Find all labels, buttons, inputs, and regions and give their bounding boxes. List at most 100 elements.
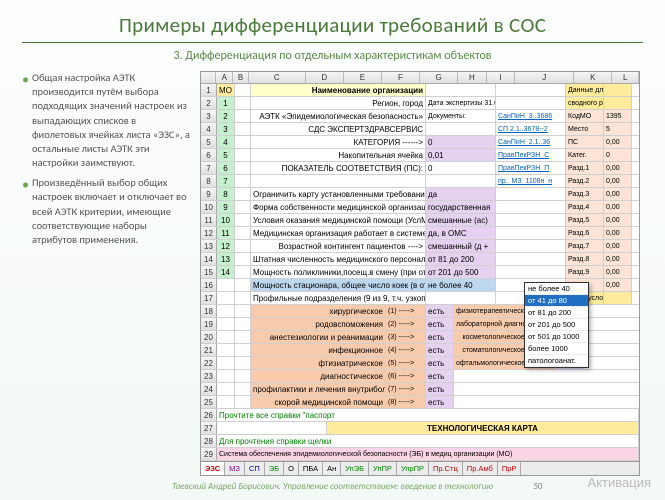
cell[interactable]: [604, 97, 632, 109]
row-header[interactable]: 5: [201, 136, 217, 148]
cell[interactable]: родовспоможения: [251, 318, 386, 330]
cell[interactable]: государственная: [426, 201, 496, 213]
col-header[interactable]: B: [233, 72, 248, 83]
col-header[interactable]: C: [249, 72, 306, 83]
cell[interactable]: да, в ОМС: [426, 227, 496, 239]
row-header[interactable]: 19: [201, 318, 217, 330]
cell[interactable]: АЭТК «Эпидемиологическая безопасность»: [251, 110, 426, 122]
row-header[interactable]: 27: [201, 422, 217, 434]
cell[interactable]: Катег.: [566, 149, 604, 161]
dropdown-list[interactable]: не более 40от 41 до 80от 81 до 200от 201…: [524, 282, 589, 368]
cell[interactable]: Мощность поликлиники,посещ.в смену (при …: [251, 266, 426, 278]
cell[interactable]: [235, 253, 251, 265]
cell[interactable]: Медицинская организация работает в систе…: [251, 227, 426, 239]
cell[interactable]: 13: [217, 253, 235, 265]
dropdown-option[interactable]: патологоанат.: [525, 355, 588, 367]
cell[interactable]: 14: [217, 266, 235, 278]
cell[interactable]: [604, 292, 632, 304]
cell[interactable]: СДС ЭКСПЕРТЗДРАВСЕРВИС: [251, 123, 426, 135]
row-header[interactable]: 2: [201, 97, 217, 109]
cell[interactable]: Разд.3: [566, 188, 604, 200]
cell[interactable]: 10: [217, 214, 235, 226]
cell[interactable]: Разд.4: [566, 201, 604, 213]
cell[interactable]: от 81 до 200: [426, 253, 496, 265]
cell[interactable]: [235, 227, 251, 239]
cell[interactable]: 11: [217, 227, 235, 239]
col-header[interactable]: J: [515, 72, 574, 83]
sheet-tab[interactable]: УпПР: [369, 462, 397, 475]
row-header[interactable]: 29: [201, 448, 217, 460]
cell[interactable]: 0,00: [604, 201, 632, 213]
link-cell[interactable]: СанПиН_3..3686: [496, 110, 566, 122]
cell[interactable]: ПОКАЗАТЕЛЬ СООТВЕТСТВИЯ (ПС):: [251, 162, 426, 174]
cell[interactable]: Mесто: [566, 123, 604, 135]
cell[interactable]: Наименование организации: [251, 84, 426, 96]
cell[interactable]: 0: [604, 149, 632, 161]
sheet-tab[interactable]: ПрР: [498, 462, 522, 475]
cell[interactable]: 0,00: [604, 214, 632, 226]
cell[interactable]: Накопительная ячейка: [251, 149, 426, 161]
cell[interactable]: 0,00: [604, 188, 632, 200]
col-header[interactable]: A: [216, 72, 233, 83]
cell[interactable]: профилактики и лечения внутрибольничных …: [251, 383, 386, 395]
cell[interactable]: скорой медицинской помощи: [251, 396, 386, 408]
cell[interactable]: диагностическое: [251, 370, 386, 382]
cell[interactable]: Дата экспертизы 31.01.23: [426, 97, 496, 109]
cell[interactable]: 9: [217, 201, 235, 213]
sheet-tab[interactable]: ПБА: [299, 462, 323, 475]
cell[interactable]: от 201 до 500: [426, 266, 496, 278]
row-header[interactable]: 13: [201, 240, 217, 252]
cell[interactable]: [235, 292, 251, 304]
row-header[interactable]: 22: [201, 357, 217, 369]
cell[interactable]: есть: [426, 370, 454, 382]
row-header[interactable]: 8: [201, 175, 217, 187]
cell[interactable]: [235, 97, 251, 109]
row-header[interactable]: 6: [201, 149, 217, 161]
cell[interactable]: Разд.9: [566, 266, 604, 278]
cell[interactable]: 5: [604, 123, 632, 135]
cell[interactable]: 6: [217, 162, 235, 174]
row-header[interactable]: 21: [201, 344, 217, 356]
cell[interactable]: анестезиологии и реанимации: [251, 331, 386, 343]
col-header[interactable]: D: [306, 72, 344, 83]
col-header[interactable]: L: [612, 72, 639, 83]
row-header[interactable]: 7: [201, 162, 217, 174]
cell[interactable]: есть: [426, 383, 454, 395]
cell[interactable]: КодМО: [566, 110, 604, 122]
cell[interactable]: 5: [217, 149, 235, 161]
sheet-tab[interactable]: Пр.Стц: [429, 462, 463, 475]
col-header[interactable]: K: [574, 72, 612, 83]
cell[interactable]: инфекционное: [251, 344, 386, 356]
row-header[interactable]: 28: [201, 435, 217, 447]
col-header[interactable]: [201, 72, 216, 83]
cell[interactable]: Разд.8: [566, 253, 604, 265]
cell[interactable]: хирургическое: [251, 305, 386, 317]
cell[interactable]: да: [426, 188, 496, 200]
cell[interactable]: [604, 84, 632, 96]
row-header[interactable]: 24: [201, 383, 217, 395]
cell[interactable]: 0,00: [604, 240, 632, 252]
row-header[interactable]: 14: [201, 253, 217, 265]
row-header[interactable]: 15: [201, 266, 217, 278]
cell[interactable]: Разд.5: [566, 214, 604, 226]
cell[interactable]: Профильные подразделения (9 из 9, т.ч. у…: [251, 292, 426, 304]
cell[interactable]: [251, 175, 426, 187]
row-header[interactable]: 3: [201, 110, 217, 122]
cell[interactable]: Документы:: [426, 110, 496, 122]
cell[interactable]: [235, 149, 251, 161]
cell[interactable]: 2: [217, 110, 235, 122]
cell[interactable]: 0: [426, 162, 496, 174]
dropdown-option[interactable]: от 501 до 1000: [525, 331, 588, 343]
row-header[interactable]: 16: [201, 279, 217, 291]
cell[interactable]: 0,00: [604, 175, 632, 187]
cell[interactable]: Условия оказания медицинской помощи (Усл…: [251, 214, 426, 226]
cell[interactable]: [235, 201, 251, 213]
cell[interactable]: 8: [217, 188, 235, 200]
cell[interactable]: Разд.6: [566, 227, 604, 239]
sheet-tab[interactable]: МЗ: [225, 462, 245, 475]
cell[interactable]: фтизиатрическое: [251, 357, 386, 369]
dropdown-option[interactable]: более 1000: [525, 343, 588, 355]
row-header[interactable]: 23: [201, 370, 217, 382]
sheet-tab[interactable]: ЭБ: [265, 462, 284, 475]
link-cell[interactable]: СанПиН_2.1..36: [496, 136, 566, 148]
